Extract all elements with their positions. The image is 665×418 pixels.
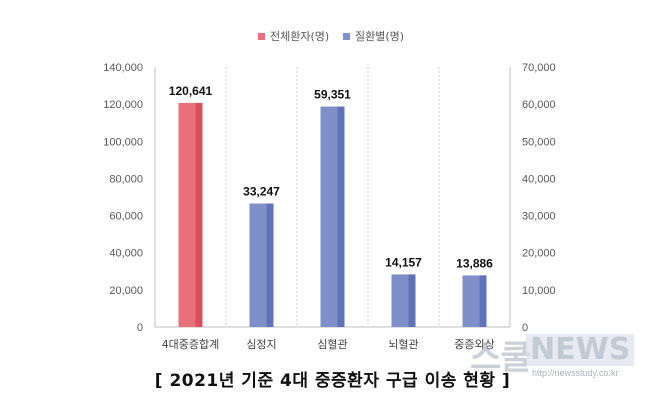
right-tick-label: 60,000 bbox=[522, 99, 556, 111]
legend-swatch-disease bbox=[343, 33, 350, 40]
bar-value-label: 120,641 bbox=[169, 84, 213, 98]
left-tick-label: 20,000 bbox=[109, 285, 143, 297]
right-tick-label: 30,000 bbox=[522, 211, 556, 223]
right-tick-label: 10,000 bbox=[522, 285, 556, 297]
category-label: 뇌혈관 bbox=[388, 337, 418, 351]
watermark-logo: 스쿨 bbox=[470, 338, 532, 378]
category-label: 심정지 bbox=[246, 338, 276, 351]
left-tick-label: 100,000 bbox=[103, 136, 143, 148]
legend: 전체환자(명) 질환별(명) bbox=[258, 30, 404, 43]
left-tick-label: 0 bbox=[137, 322, 143, 334]
category-label: 심혈관 bbox=[317, 337, 347, 351]
left-axis-ticks: 0 20,000 40,000 60,000 80,000 100,000 120,000 1… bbox=[103, 62, 143, 334]
left-tick-label: 120,000 bbox=[103, 99, 143, 111]
right-tick-label: 50,000 bbox=[522, 136, 556, 148]
watermark-brand: NEWS bbox=[526, 334, 635, 366]
right-axis-ticks: 0 10,000 20,000 30,000 40,000 50,000 60,000 70,… bbox=[522, 62, 556, 334]
category-labels: 4대중증합계 심정지 심혈관 뇌혈관 중증외상 bbox=[162, 337, 495, 351]
category-label: 4대중증합계 bbox=[162, 338, 220, 351]
bar-value-label: 14,157 bbox=[385, 255, 422, 269]
watermark: 스쿨 NEWS http://newsstudy.co.kr bbox=[470, 330, 660, 380]
legend-swatch-total bbox=[258, 33, 265, 40]
left-tick-label: 80,000 bbox=[109, 173, 143, 185]
data-labels: 120,641 33,247 59,351 14,157 13,886 bbox=[169, 84, 493, 270]
left-tick-label: 60,000 bbox=[109, 211, 143, 223]
chart-caption: [ 2021년 기준 4대 중증환자 구급 이송 현황 ] bbox=[154, 371, 511, 391]
left-tick-label: 140,000 bbox=[103, 62, 143, 74]
bars bbox=[178, 102, 487, 328]
right-tick-label: 20,000 bbox=[522, 248, 556, 260]
bar-shade bbox=[195, 102, 203, 328]
bar-shade bbox=[266, 203, 274, 327]
right-tick-label: 40,000 bbox=[522, 173, 556, 185]
category-label: 중증외상 bbox=[454, 338, 494, 351]
bar-value-label: 13,886 bbox=[456, 256, 493, 270]
legend-label-total: 전체환자(명) bbox=[270, 30, 329, 43]
bar-value-label: 33,247 bbox=[243, 185, 280, 199]
watermark-url: http://newsstudy.co.kr bbox=[532, 368, 619, 378]
right-tick-label: 0 bbox=[522, 322, 528, 334]
right-tick-label: 70,000 bbox=[522, 62, 556, 74]
bar-shade bbox=[408, 274, 416, 327]
bar-shade bbox=[479, 275, 487, 327]
legend-label-disease: 질환별(명) bbox=[355, 30, 404, 43]
left-tick-label: 40,000 bbox=[109, 248, 143, 260]
bar-shade bbox=[337, 106, 345, 327]
gridlines bbox=[225, 67, 440, 327]
bar-value-label: 59,351 bbox=[314, 88, 351, 102]
